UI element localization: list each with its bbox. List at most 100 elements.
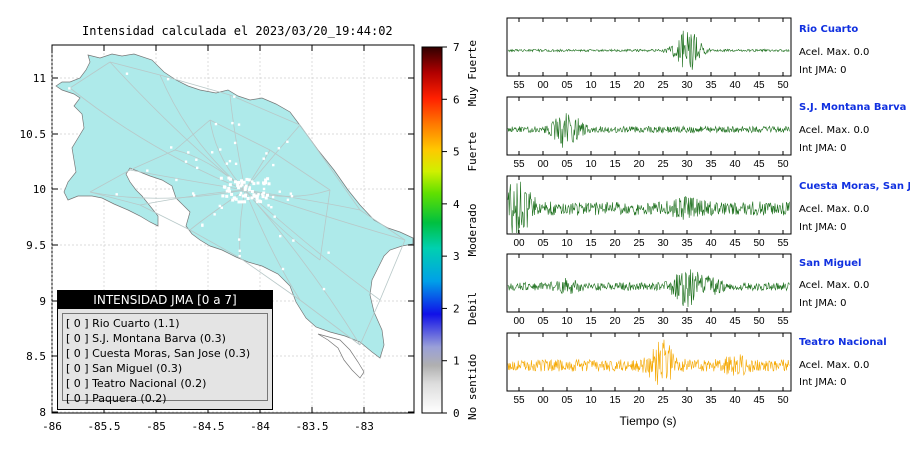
waveform-xtick-label: 25 bbox=[657, 159, 669, 170]
map-ytick-label: 8.5 bbox=[26, 350, 46, 363]
waveform-xtick-label: 50 bbox=[777, 80, 789, 91]
station-name: Rio Cuarto bbox=[799, 24, 859, 35]
waveform-xtick-label: 10 bbox=[585, 80, 597, 91]
waveform-xtick-label: 05 bbox=[537, 238, 549, 249]
town-marker bbox=[238, 193, 242, 197]
colorbar-tick-label: 4 bbox=[453, 198, 460, 211]
waveform-xtick-label: 05 bbox=[537, 316, 549, 327]
waveform-xtick-label: 40 bbox=[729, 159, 741, 170]
town-marker bbox=[236, 184, 240, 188]
waveform-panel: 00 05 10 15 20 25 30 35 40 45 50 55 bbox=[506, 175, 792, 249]
town-marker bbox=[225, 194, 229, 198]
map-xtick-label: -84.5 bbox=[191, 420, 224, 433]
town-marker bbox=[248, 186, 252, 189]
town-marker bbox=[214, 122, 218, 126]
town-marker bbox=[267, 204, 270, 207]
town-marker bbox=[242, 180, 246, 184]
waveform-xtick-label: 55 bbox=[513, 80, 525, 91]
map-ytick-label: 11 bbox=[33, 72, 46, 85]
waveform-xlabel: Tiempo (s) bbox=[620, 414, 677, 428]
town-marker bbox=[265, 193, 269, 197]
waveform-frame bbox=[506, 332, 792, 392]
road bbox=[244, 189, 301, 301]
station-jma: Int JMA: 0 bbox=[799, 222, 847, 233]
town-marker bbox=[195, 158, 198, 161]
town-marker bbox=[267, 182, 271, 186]
waveform-xtick-label: 25 bbox=[657, 80, 669, 91]
colorbar-category-label: Muy Fuerte bbox=[466, 40, 479, 106]
road bbox=[109, 61, 161, 76]
town-markers bbox=[68, 72, 330, 291]
waveform-xtick-label: 10 bbox=[561, 316, 573, 327]
burica-peninsula bbox=[317, 333, 365, 379]
waveform-frame bbox=[506, 96, 792, 156]
road bbox=[269, 149, 331, 191]
town-marker bbox=[233, 180, 237, 184]
waveform-xtick-label: 45 bbox=[753, 159, 765, 170]
station-name: S.J. Montana Barva bbox=[799, 102, 907, 113]
waveform-xtick-label: 15 bbox=[609, 80, 621, 91]
waveform-xtick-label: 00 bbox=[537, 159, 549, 170]
town-marker bbox=[243, 200, 247, 204]
road bbox=[229, 94, 246, 191]
map-xtick-label: -86 bbox=[42, 420, 62, 433]
town-marker bbox=[166, 77, 170, 81]
road bbox=[244, 189, 331, 197]
town-marker bbox=[256, 200, 259, 204]
map-ytick-label: 9 bbox=[39, 295, 46, 308]
town-marker bbox=[125, 72, 129, 75]
colorbar-tick-label: 7 bbox=[453, 41, 460, 54]
map-ytick-label: 8 bbox=[39, 406, 46, 419]
road bbox=[139, 189, 246, 206]
waveform-xtick-label: 10 bbox=[585, 159, 597, 170]
town-marker bbox=[232, 196, 236, 200]
town-marker bbox=[240, 180, 244, 184]
waveform-xtick-label: 30 bbox=[657, 238, 669, 249]
town-marker bbox=[234, 197, 238, 201]
town-marker bbox=[219, 176, 223, 180]
map-xtick-label: -85.5 bbox=[87, 420, 120, 433]
waveform-panel: 55 00 05 10 15 20 25 30 35 40 45 50 bbox=[506, 332, 792, 406]
town-marker bbox=[213, 213, 216, 216]
town-marker bbox=[266, 177, 270, 181]
waveform-panels: 55 00 05 10 15 20 25 30 35 40 45 50 55 00 05 10 15 20 25 30… bbox=[506, 17, 792, 406]
map-ytick-label: 10.5 bbox=[20, 128, 47, 141]
map-xtick-label: -85 bbox=[146, 420, 166, 433]
town-marker bbox=[264, 196, 268, 200]
town-marker bbox=[220, 206, 223, 210]
town-marker bbox=[184, 160, 188, 163]
town-marker bbox=[286, 140, 289, 144]
waveform-xtick-label: 35 bbox=[705, 395, 717, 406]
town-marker bbox=[289, 192, 293, 195]
station-acel: Acel. Max. 0.0 bbox=[799, 125, 870, 136]
town-marker bbox=[262, 191, 266, 195]
waveform-trace bbox=[507, 339, 790, 385]
road bbox=[244, 189, 381, 301]
road bbox=[244, 189, 361, 211]
station-jma: Int JMA: 0 bbox=[799, 377, 847, 388]
waveform-xtick-label: 05 bbox=[561, 159, 573, 170]
town-marker bbox=[231, 198, 235, 202]
road bbox=[129, 169, 246, 191]
road bbox=[89, 169, 131, 193]
town-marker bbox=[210, 151, 214, 154]
town-marker bbox=[270, 205, 273, 209]
town-marker bbox=[257, 193, 260, 196]
town-marker bbox=[243, 194, 247, 198]
waveform-xtick-label: 30 bbox=[681, 159, 693, 170]
town-marker bbox=[240, 200, 244, 204]
town-marker bbox=[286, 198, 290, 202]
waveform-xtick-label: 40 bbox=[705, 238, 717, 249]
waveform-xtick-label: 10 bbox=[561, 238, 573, 249]
waveform-xtick-label: 35 bbox=[705, 80, 717, 91]
road bbox=[69, 87, 246, 191]
town-marker bbox=[251, 180, 254, 183]
town-marker bbox=[225, 189, 229, 193]
map-xtick-label: -83 bbox=[354, 420, 374, 433]
town-marker bbox=[281, 267, 285, 271]
town-marker bbox=[221, 194, 225, 198]
colorbar-tick-label: 2 bbox=[453, 302, 460, 315]
intensity-colorbar bbox=[421, 46, 443, 414]
town-marker bbox=[228, 177, 232, 181]
legend-item: [ 0 ] S.J. Montana Barva (0.3) bbox=[66, 332, 226, 345]
